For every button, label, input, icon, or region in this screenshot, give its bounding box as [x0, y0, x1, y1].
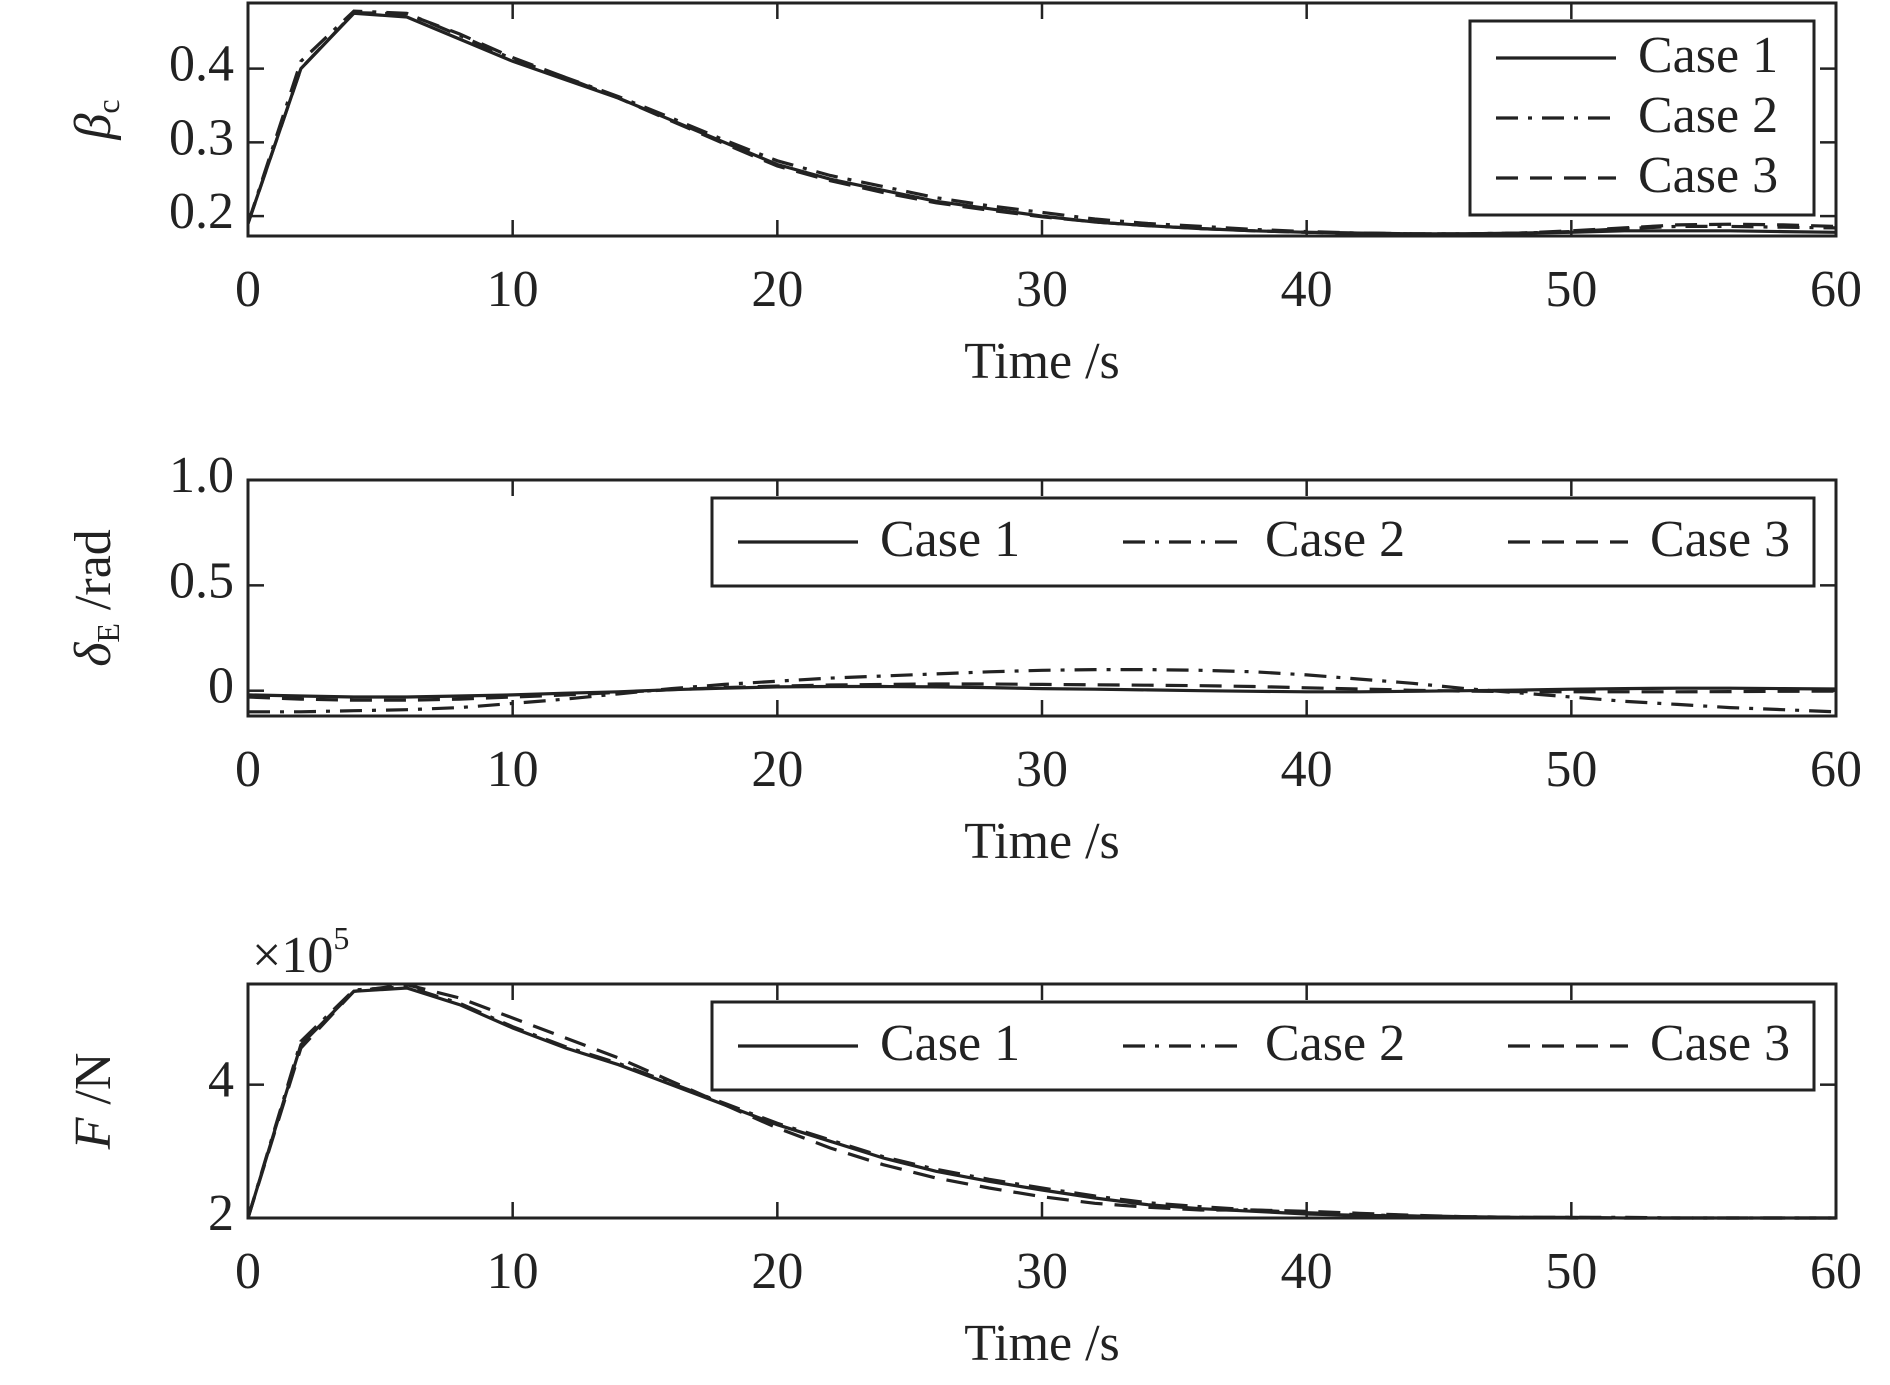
- series-line: [246, 985, 1836, 1220]
- x-tick-label: 0: [235, 1243, 261, 1300]
- x-tick-label: 30: [1016, 1243, 1068, 1300]
- y-tick-label: 4: [208, 1052, 234, 1109]
- x-tick-label: 20: [751, 1243, 803, 1300]
- legend-box: [710, 496, 1816, 588]
- x-tick-label: 50: [1545, 741, 1597, 798]
- series-line: [246, 10, 1837, 236]
- x-tick-label: 20: [751, 261, 803, 318]
- x-tick-label: 30: [1016, 261, 1068, 318]
- legend-label: Case 1: [1638, 27, 1778, 84]
- y-tick-label: 2: [208, 1185, 234, 1242]
- multiplier-base: ×10: [252, 927, 333, 984]
- y-axis-label: βc: [65, 99, 126, 140]
- x-tick-label: 10: [487, 741, 539, 798]
- x-axis-label: Time /s: [964, 813, 1120, 870]
- series-line: [247, 684, 1837, 699]
- x-tick-label: 40: [1281, 261, 1333, 318]
- x-tick-label: 50: [1545, 261, 1597, 318]
- x-tick-label: 40: [1281, 741, 1333, 798]
- subplot: 0 10 20 30 40 50 60 2 4 Time /s F /N ×105 Case 1 Case…: [65, 920, 1862, 1372]
- series-line: [248, 668, 1837, 714]
- y-tick-label: 0.5: [169, 552, 234, 609]
- multiplier-exponent: 5: [333, 920, 349, 956]
- y-tick-label: 1.0: [169, 447, 234, 504]
- x-axis-label: Time /s: [964, 1315, 1120, 1372]
- x-tick-label: 0: [235, 741, 261, 798]
- y-label-subscript: c: [90, 99, 126, 113]
- plot-frame: [246, 982, 1838, 1220]
- plot-frame: [246, 1, 1838, 238]
- subplot: 0 10 20 30 40 50 60 0 0.5 1.0 Time /s δE /rad Case 1…: [65, 447, 1862, 870]
- legend-label: Case 1: [880, 511, 1020, 568]
- y-tick-label: 0: [208, 658, 234, 715]
- y-label-unit: /N: [65, 1053, 122, 1118]
- legend-label: Case 3: [1650, 1015, 1790, 1072]
- x-tick-label: 50: [1545, 1243, 1597, 1300]
- legend-label: Case 2: [1638, 87, 1778, 144]
- y-tick-label: 0.4: [169, 36, 234, 93]
- y-label-symbol: β: [65, 114, 122, 141]
- legend-label: Case 3: [1650, 511, 1790, 568]
- x-tick-label: 10: [487, 1243, 539, 1300]
- y-axis-label: F /N: [65, 1053, 122, 1151]
- x-tick-label: 30: [1016, 741, 1068, 798]
- y-label-unit: /rad: [65, 529, 122, 623]
- y-label-symbol: δ: [65, 642, 122, 667]
- legend-label: Case 3: [1638, 147, 1778, 204]
- x-tick-label: 60: [1810, 741, 1862, 798]
- x-tick-label: 40: [1281, 1243, 1333, 1300]
- x-tick-label: 20: [751, 741, 803, 798]
- y-label-subscript: E: [90, 623, 126, 643]
- plot-frame: [246, 478, 1838, 718]
- x-tick-label: 60: [1810, 261, 1862, 318]
- legend-box: [1468, 19, 1816, 217]
- x-tick-label: 0: [235, 261, 261, 318]
- y-label-symbol: F: [65, 1116, 122, 1150]
- y-multiplier: ×105: [252, 920, 349, 984]
- x-axis-label: Time /s: [964, 333, 1120, 390]
- x-tick-label: 10: [487, 261, 539, 318]
- y-tick-label: 0.2: [169, 183, 234, 240]
- series-line: [247, 682, 1837, 702]
- y-tick-label: 0.3: [169, 109, 234, 166]
- legend-label: Case 1: [880, 1015, 1020, 1072]
- legend-label: Case 2: [1265, 511, 1405, 568]
- legend-label: Case 2: [1265, 1015, 1405, 1072]
- y-axis-label: δE /rad: [65, 529, 126, 667]
- x-tick-label: 60: [1810, 1243, 1862, 1300]
- legend-box: [710, 1000, 1816, 1092]
